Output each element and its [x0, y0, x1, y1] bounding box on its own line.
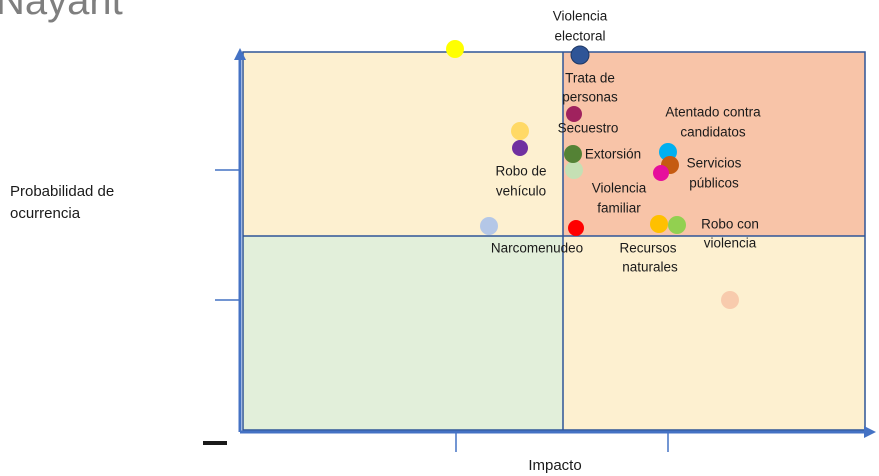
risk-label: Extorsión	[585, 147, 641, 162]
dash	[203, 441, 227, 445]
quadrant	[243, 236, 563, 430]
dot	[650, 215, 668, 233]
dot	[653, 165, 669, 181]
risk-label: familiar	[597, 201, 641, 216]
risk-label: Robo de	[495, 164, 546, 179]
risk-label: vehículo	[496, 184, 546, 199]
quadrant	[563, 52, 865, 236]
title: Nayarit	[0, 0, 123, 23]
dot	[721, 291, 739, 309]
risk-label: personas	[562, 90, 618, 105]
risk-label: electoral	[554, 29, 605, 44]
y-axis-label: ocurrencia	[10, 205, 81, 222]
dot	[568, 220, 584, 236]
risk-label: naturales	[622, 260, 678, 275]
x-axis-label: Impacto	[528, 457, 581, 474]
arrow	[864, 426, 876, 438]
y-axis-label: Probabilidad de	[10, 183, 114, 200]
quadrant	[563, 236, 865, 430]
dots	[446, 40, 739, 309]
risk-label: violencia	[704, 236, 757, 251]
dot	[570, 45, 590, 65]
quadrant	[243, 52, 563, 236]
risk-label: Trata de	[565, 71, 615, 86]
dot	[512, 140, 528, 156]
dot	[564, 145, 582, 163]
frame	[242, 51, 866, 431]
risk-label: Robo con	[701, 217, 759, 232]
risk-label: candidatos	[680, 125, 746, 140]
dot	[480, 217, 498, 235]
dot	[566, 106, 582, 122]
risk-label: Violencia	[592, 181, 647, 196]
dot	[565, 161, 583, 179]
risk-label: Narcomenudeo	[491, 241, 583, 256]
risk-label: Servicios	[687, 156, 742, 171]
risk-label: Violencia	[553, 9, 608, 24]
dot	[511, 122, 529, 140]
risk-label: Secuestro	[558, 121, 619, 136]
risk-label: públicos	[689, 176, 739, 191]
risk-label: Atentado contra	[665, 105, 761, 120]
dot	[446, 40, 464, 58]
dot	[668, 216, 686, 234]
risk-label: Recursos	[619, 241, 676, 256]
arrow	[234, 48, 246, 60]
